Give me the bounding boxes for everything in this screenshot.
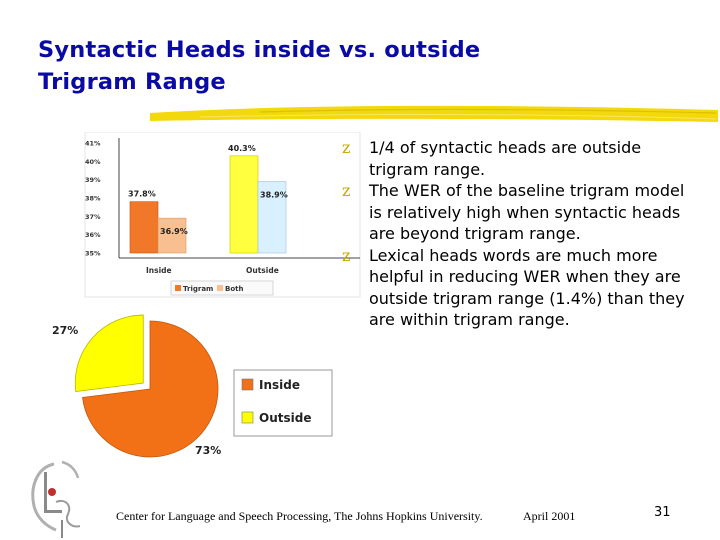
bar-value-label: 40.3% (228, 144, 256, 153)
legend-swatch-both (217, 285, 223, 291)
legend-swatch-trigram (175, 285, 181, 291)
y-tick-label: 39% (85, 176, 101, 184)
bullet-text-3: Lexical heads words are much more helpfu… (369, 245, 685, 330)
bar-chart-frame (84, 132, 361, 298)
bar-legend: Trigram Both (170, 280, 274, 296)
bar-value-label: 36.9% (160, 227, 188, 236)
legend-label-trigram: Trigram (183, 285, 213, 293)
bar-outside-trigram (229, 155, 259, 254)
title-underline-brushstroke (150, 105, 718, 122)
bullet-mark: z (342, 245, 351, 265)
bullet-item-3: z Lexical heads words are much more help… (342, 245, 692, 331)
footer-organization: Center for Language and Speech Processin… (116, 509, 483, 523)
y-tick-label: 36% (85, 231, 101, 239)
x-category-label: Outside (246, 266, 279, 275)
page-number: 31 (654, 505, 671, 520)
bullet-text-2: The WER of the baseline trigram model is… (369, 181, 685, 243)
legend-label-outside: Outside (259, 411, 311, 425)
y-tick-label: 40% (85, 158, 101, 166)
bar-outside-both (257, 181, 287, 254)
pie-legend-box (233, 369, 333, 437)
bullet-mark: z (342, 181, 351, 200)
pie-value-label-inside: 73% (195, 444, 221, 457)
y-tick-label: 41% (85, 140, 101, 148)
bar-chart: 41% 40% 39% 38% 37% 36% 35% 37.8% 36.9% 40.3% 38.… (84, 132, 361, 298)
pie-slice-inside (82, 320, 219, 458)
x-category-label: Inside (146, 266, 172, 275)
bar-value-label: 38.9% (260, 191, 288, 200)
bar-inside-both (157, 217, 187, 254)
bar-value-label: 37.8% (128, 190, 156, 199)
bullet-item-2: z The WER of the baseline trigram model … (342, 180, 692, 245)
bullet-text-1: 1/4 of syntactic heads are outside trigr… (369, 138, 642, 179)
pie-value-label-outside: 27% (52, 324, 78, 337)
clsp-logo (31, 460, 81, 538)
y-tick-label: 37% (85, 213, 101, 221)
slide-title: Syntactic Heads inside vs. outside Trigr… (38, 34, 658, 98)
bullet-mark: z (342, 138, 351, 157)
title-line-1: Syntactic Heads inside vs. outside (38, 37, 481, 63)
legend-swatch-outside (241, 411, 254, 424)
bullet-item-1: z 1/4 of syntactic heads are outside tri… (342, 137, 692, 180)
title-line-2: Trigram Range (38, 69, 226, 95)
legend-label-both: Both (225, 285, 243, 293)
pie-legend: Inside Outside (233, 369, 333, 437)
pie-chart: 73% 27% Inside Outside (52, 314, 333, 458)
pie-slice-outside (74, 314, 144, 393)
legend-swatch-inside (241, 378, 254, 391)
y-tick-label: 35% (85, 250, 101, 258)
legend-label-inside: Inside (259, 378, 300, 392)
bar-inside-trigram (129, 201, 159, 254)
footer-date: April 2001 (523, 509, 576, 523)
bullet-list: z 1/4 of syntactic heads are outside tri… (342, 137, 692, 331)
y-tick-label: 38% (85, 195, 101, 203)
